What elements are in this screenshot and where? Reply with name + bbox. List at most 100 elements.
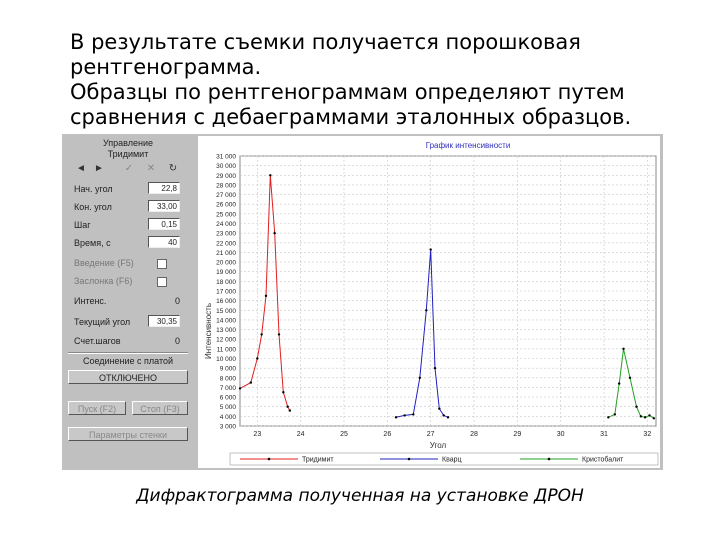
data-point: [643, 416, 647, 419]
refresh-icon[interactable]: ↻: [168, 163, 178, 174]
step-field[interactable]: 0,15: [148, 218, 180, 230]
y-tick-label: 21 000: [216, 250, 236, 257]
legend-label: Тридимит: [302, 457, 334, 464]
data-point: [622, 347, 625, 351]
y-tick-label: 30 000: [216, 163, 236, 170]
y-tick-label: 9 000: [220, 366, 237, 373]
arrow-right-icon[interactable]: ►: [94, 163, 104, 174]
data-point: [249, 381, 253, 384]
cross-icon[interactable]: ✕: [146, 163, 156, 174]
connection-button[interactable]: ОТКЛЮЧЕНО: [68, 370, 188, 384]
shutter-checkbox[interactable]: [157, 277, 167, 287]
data-point: [446, 416, 450, 419]
arrow-left-icon[interactable]: ◄: [76, 163, 86, 174]
x-tick-label: 29: [513, 431, 521, 438]
data-point: [607, 416, 610, 419]
connection-button-label: ОТКЛЮЧЕНО: [99, 373, 157, 383]
x-axis-label: Угол: [430, 441, 447, 450]
x-tick-label: 24: [297, 431, 305, 438]
figure-caption: Дифрактограмма полученная на установке Д…: [136, 486, 584, 506]
y-tick-label: 3 000: [220, 424, 237, 431]
legend-marker: [407, 457, 411, 461]
y-tick-label: 11 000: [217, 346, 237, 353]
intensity-chart: График интенсивности Интенсивность Угол …: [198, 136, 660, 468]
check-icon[interactable]: ✓: [124, 163, 134, 174]
y-tick-label: 25 000: [216, 211, 236, 218]
x-tick-label: 26: [383, 431, 391, 438]
x-tick-label: 32: [643, 431, 651, 438]
chart-grid: [239, 155, 657, 427]
data-point: [628, 376, 632, 379]
data-point: [269, 174, 272, 177]
start-angle-label: Нач. угол: [74, 184, 113, 194]
y-tick-label: 17 000: [216, 289, 236, 296]
step-label: Шаг: [74, 220, 91, 230]
data-point: [282, 391, 285, 394]
y-tick-label: 28 000: [216, 182, 236, 189]
settings-button-label: Параметры стенки: [89, 430, 167, 440]
data-point: [277, 333, 281, 336]
data-point: [273, 231, 276, 235]
stop-button[interactable]: Стоп (F3): [132, 401, 188, 415]
stop-button-label: Стоп (F3): [140, 404, 180, 414]
divider: [68, 352, 188, 354]
intensity-label: Интенс.: [74, 296, 107, 306]
legend-marker: [267, 457, 271, 461]
y-tick-label: 23 000: [216, 231, 236, 238]
series-line: [395, 249, 449, 418]
data-point: [418, 376, 422, 379]
y-tick-label: 20 000: [216, 260, 236, 267]
shutter-check-label: Заслонка (F6): [74, 276, 133, 286]
application-window: Управление Тридимит ◄ ► ✓ ✕ ↻ Нач. угол …: [62, 134, 663, 470]
sample-name: Тридимит: [107, 149, 149, 159]
data-point: [617, 382, 621, 385]
y-tick-label: 12 000: [216, 337, 236, 344]
data-point: [438, 407, 441, 410]
input-checkbox[interactable]: [157, 259, 167, 269]
x-tick-label: 30: [557, 431, 565, 438]
end-angle-field[interactable]: 33,00: [148, 200, 180, 212]
control-panel: Управление Тридимит ◄ ► ✓ ✕ ↻ Нач. угол …: [62, 134, 194, 470]
start-angle-field[interactable]: 22,8: [148, 182, 180, 194]
data-point: [652, 417, 656, 420]
step-count-value: 0: [174, 336, 180, 346]
data-point: [403, 414, 406, 417]
x-tick-label: 28: [470, 431, 478, 438]
start-button[interactable]: Пуск (F2): [68, 401, 126, 415]
data-point: [639, 415, 643, 418]
data-point: [238, 387, 242, 390]
x-tick-label: 25: [340, 431, 348, 438]
y-tick-label: 5 000: [220, 404, 237, 411]
y-tick-label: 7 000: [220, 385, 237, 392]
chart-series: [238, 174, 656, 420]
slide-text-line: сравнения с дебаеграммами эталонных обра…: [70, 105, 632, 129]
legend-label: Кварц: [442, 457, 462, 464]
y-tick-label: 10 000: [216, 356, 236, 363]
chart-title: График интенсивности: [426, 141, 511, 150]
time-field[interactable]: 40: [148, 236, 180, 248]
settings-button[interactable]: Параметры стенки: [68, 427, 188, 441]
data-point: [442, 414, 445, 417]
legend-marker: [547, 457, 551, 461]
legend-box: [229, 452, 659, 466]
chart-ticks: 3 000 4 000 5 000 6 000 7 000 8 000 9 000 10 00…: [216, 154, 651, 439]
connection-label: Соединение с платой: [82, 356, 174, 366]
y-tick-label: 19 000: [216, 269, 236, 276]
x-tick-label: 27: [427, 431, 435, 438]
data-point: [260, 333, 263, 336]
data-point: [412, 413, 415, 416]
start-button-label: Пуск (F2): [77, 404, 117, 414]
y-tick-label: 15 000: [216, 308, 236, 315]
time-label: Время, с: [74, 238, 111, 248]
current-angle-field: 30,35: [148, 315, 180, 327]
data-point: [288, 409, 292, 412]
y-tick-label: 8 000: [220, 375, 237, 382]
x-tick-label: 31: [600, 431, 608, 438]
data-point: [635, 405, 638, 408]
step-count-label: Счет.шагов: [74, 336, 121, 346]
current-angle-label: Текущий угол: [74, 317, 131, 327]
y-tick-label: 29 000: [216, 173, 236, 180]
y-tick-label: 26 000: [216, 202, 236, 209]
y-axis-label: Интенсивность: [204, 303, 213, 359]
slide-text-line: В результате съемки получается порошкова…: [70, 30, 581, 54]
